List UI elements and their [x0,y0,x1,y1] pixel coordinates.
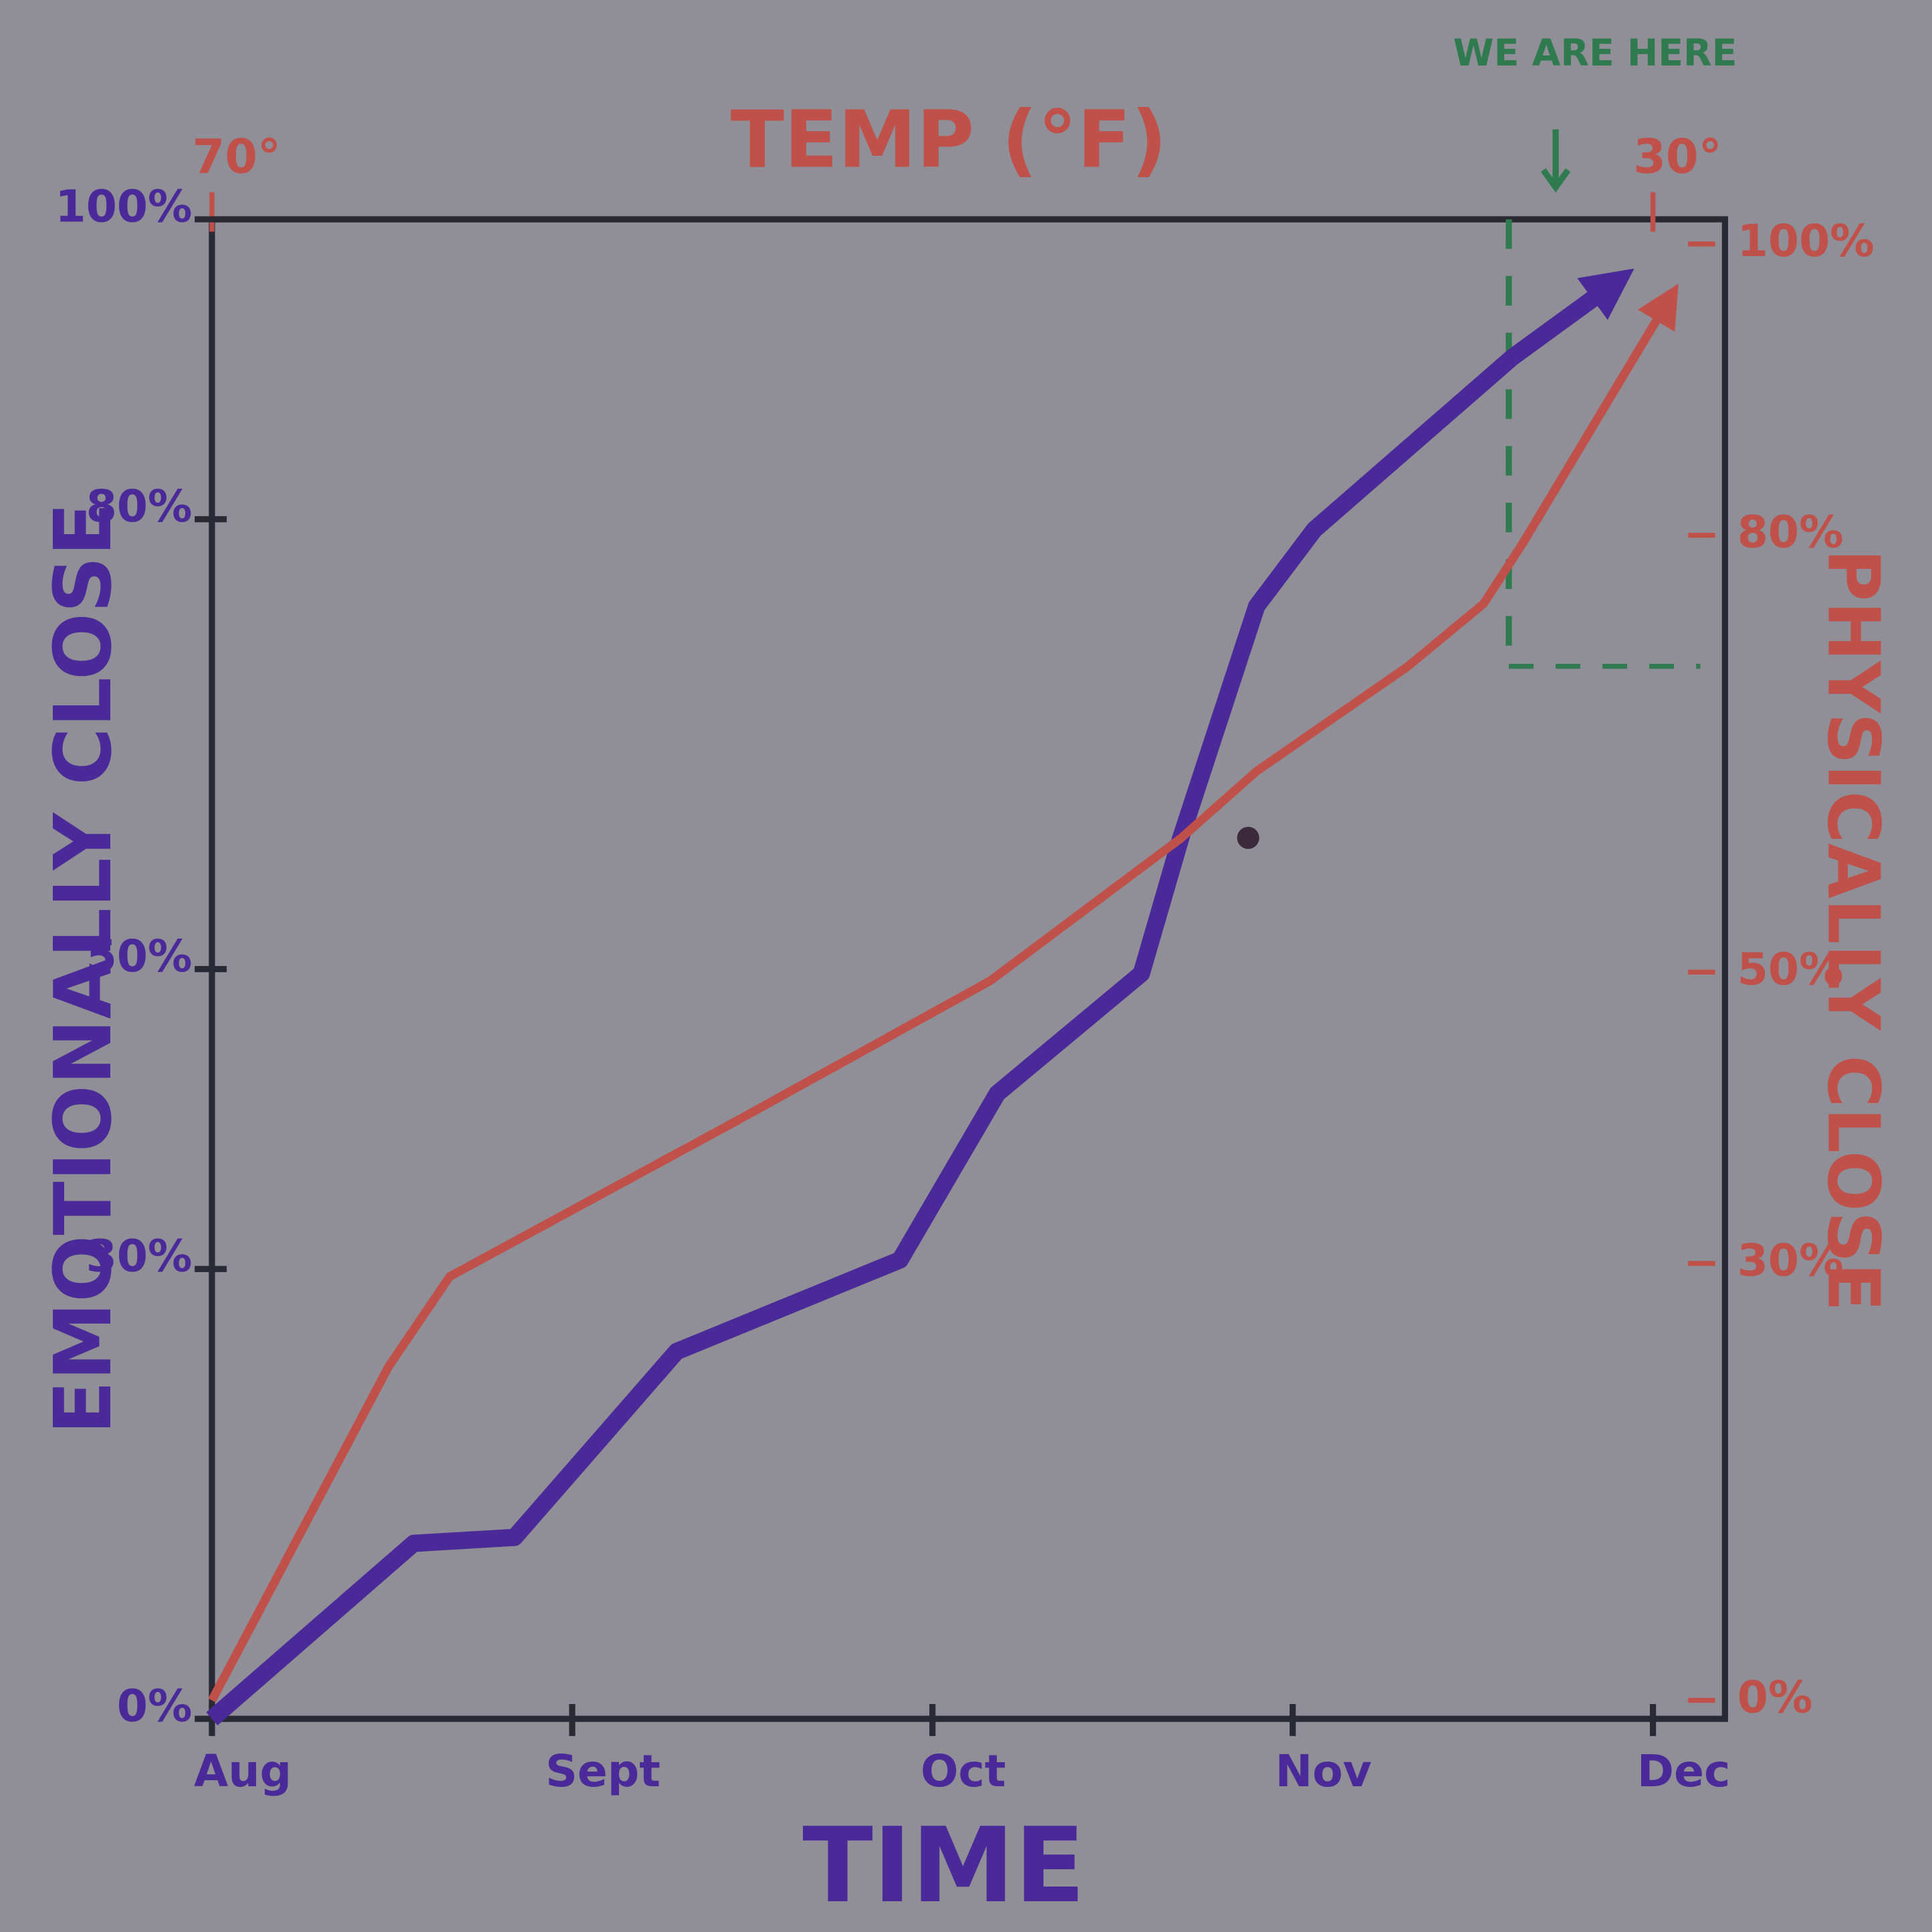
y-tick-label: 0% [117,1679,193,1731]
y2-tick-label: 100% [1737,215,1875,267]
y-tick-label: 50% [86,930,193,982]
here-arrow [1540,129,1571,193]
y-tick-label: 100% [55,180,193,232]
x-tick-label: Dec [1637,1745,1730,1797]
y2-axis-title: PHYSICALLY CLOSE [1811,549,1894,1312]
y-tick-label: 80% [86,480,193,532]
series-line [208,283,1679,1703]
y2-tick-label: 50% [1737,943,1844,995]
x-tick-label: Oct [921,1745,1005,1797]
x2-tick-label: 70° [193,130,281,185]
crossing-dot [1237,826,1259,849]
y2-tick-label: 0% [1737,1671,1813,1723]
y2-tick-label: 30% [1737,1234,1844,1286]
x2-tick-label: 30° [1633,130,1721,185]
plot: TEMP (°F) TIME EMOTIONALLY CLOSE PHYSICA… [37,32,1894,1926]
x-tick-label: Nov [1276,1745,1372,1797]
chart-title: TEMP (°F) [731,94,1167,186]
x-axis-title: TIME [802,1805,1085,1926]
x-tick-label: Sept [546,1745,660,1797]
y2-tick-label: 80% [1737,506,1844,558]
x-tick-label: Aug [194,1745,291,1797]
annotation: WE ARE HERE [1453,32,1737,75]
y-axis-title: EMOTIONALLY CLOSE [37,502,129,1434]
series-line [206,268,1635,1725]
y-tick-label: 30% [86,1230,193,1282]
